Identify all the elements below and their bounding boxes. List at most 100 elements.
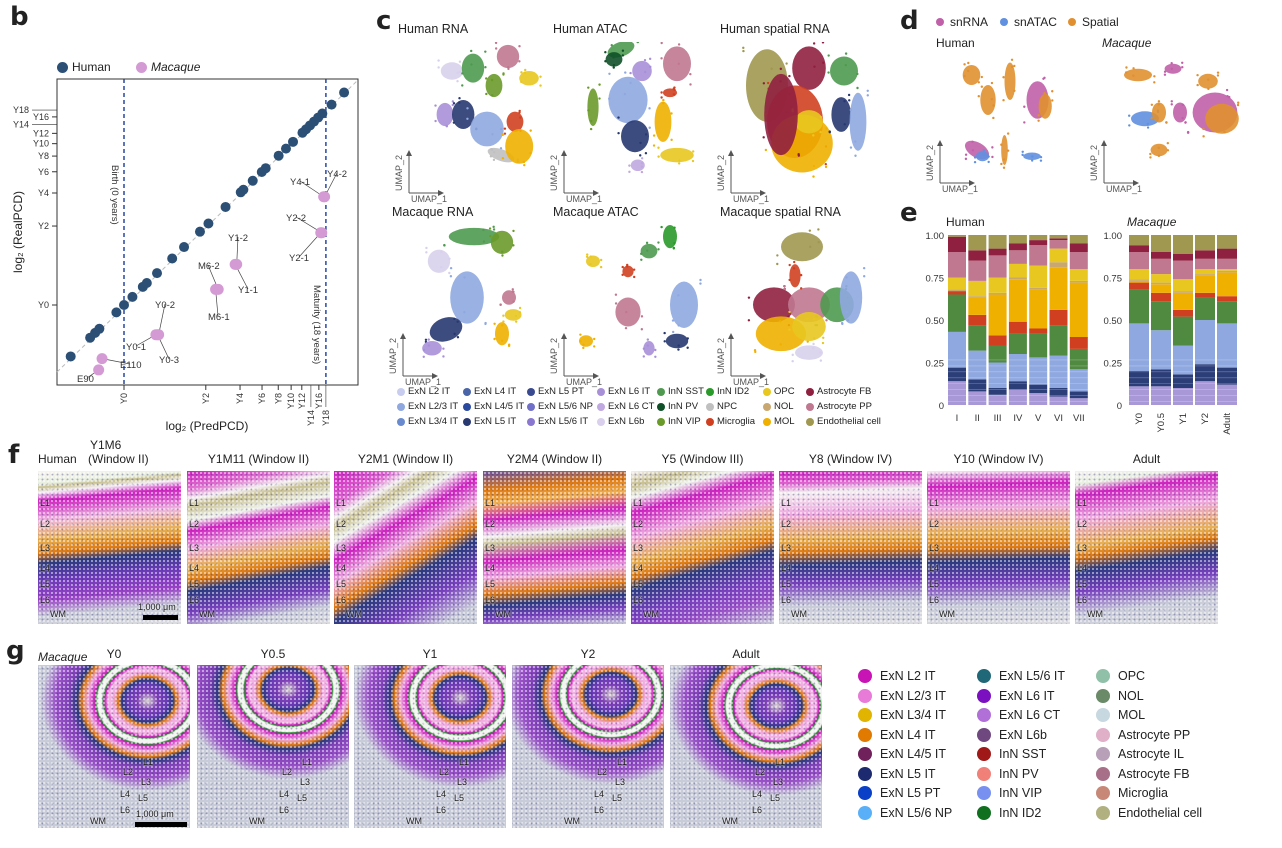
layer-label-wm: WM: [495, 609, 511, 619]
legend-item: ExN L5 IT: [858, 766, 936, 781]
cluster-point: [980, 75, 984, 79]
cluster: [494, 42, 521, 71]
cluster-point: [589, 127, 593, 131]
cluster-point: [843, 123, 846, 126]
cluster-point: [779, 343, 782, 346]
layer-label-l3: L3: [773, 777, 784, 787]
cluster-point: [971, 149, 975, 152]
human-point: [194, 226, 205, 237]
cluster-point: [671, 319, 675, 322]
bar-segment: [1129, 280, 1149, 283]
cluster-point: [822, 336, 825, 339]
cluster-point: [422, 355, 425, 359]
y-tick-label: 0.50: [1104, 316, 1123, 327]
panel-title: Y1M11 (Window II): [207, 452, 310, 466]
arrowhead: [561, 150, 567, 156]
cluster-point: [649, 65, 652, 69]
umap-x-label: UMAP_1: [733, 194, 770, 204]
cluster: [660, 42, 692, 86]
layer-label-wm: WM: [249, 816, 265, 826]
cluster-shape: [615, 297, 641, 327]
cluster: [519, 68, 542, 87]
layer-label-wm: WM: [90, 816, 106, 826]
layer-label-l2: L2: [336, 519, 347, 529]
cluster: [827, 52, 859, 90]
cell-texture: [187, 471, 330, 624]
y-tick-label: Y14: [13, 120, 29, 130]
cluster-point: [673, 86, 676, 89]
cell-texture: [631, 471, 774, 624]
bar-segment: [1008, 389, 1027, 405]
layer-label-l2: L2: [633, 519, 644, 529]
cluster-point: [813, 65, 816, 68]
layer-label-l2: L2: [40, 519, 51, 529]
cell-texture: [38, 665, 190, 828]
arrowhead: [760, 373, 766, 379]
cluster-point: [963, 63, 966, 66]
cluster-shape: [485, 73, 503, 98]
macaque-point: [93, 364, 105, 376]
cluster-point: [980, 85, 984, 88]
legend-marker: [1096, 805, 1110, 820]
cluster-point: [1127, 114, 1131, 117]
legend-marker: [977, 786, 991, 800]
cluster-point: [587, 109, 590, 112]
cluster-point: [442, 347, 445, 350]
cluster-point: [1031, 155, 1034, 158]
cluster-point: [1222, 111, 1226, 114]
spatial-map: L1 L2 L3 L4 L5 L6 WM: [927, 471, 1070, 624]
cluster-point: [425, 251, 428, 254]
cluster-point: [825, 127, 828, 130]
cluster: [499, 288, 516, 307]
legend-marker: [1096, 688, 1110, 703]
x-tick-label: Y6: [257, 393, 267, 404]
cluster-point: [632, 268, 636, 271]
cluster-shape: [504, 309, 522, 321]
bar-segment: [948, 294, 966, 332]
layer-label-l2: L2: [929, 519, 940, 529]
cluster-point: [1206, 78, 1210, 81]
cluster-point: [492, 158, 496, 162]
layer-label-l5: L5: [297, 793, 308, 803]
bar-chart-title: Macaque: [1127, 215, 1177, 229]
cluster-shape: [753, 287, 795, 323]
cluster-point: [657, 146, 660, 149]
cluster-point: [520, 80, 523, 84]
cluster-point: [812, 128, 815, 131]
bar-segment: [1069, 391, 1088, 399]
cluster-point: [819, 351, 822, 354]
legend-label: ExN L4/5 IT: [880, 747, 946, 761]
legend-label: ExN L6 IT: [608, 386, 651, 397]
cluster-point: [484, 50, 487, 53]
cluster-point: [593, 337, 596, 341]
cluster-point: [1166, 141, 1170, 145]
legend-marker: [527, 387, 535, 396]
cluster-point: [1150, 103, 1154, 107]
cluster-point: [449, 275, 453, 278]
y-tick-label: Y4: [38, 188, 49, 198]
arrowhead: [728, 333, 734, 339]
cluster-point: [762, 82, 766, 85]
cluster-point: [491, 94, 494, 97]
cluster-point: [841, 322, 844, 326]
cluster-point: [639, 141, 642, 145]
layer-label-l5: L5: [138, 793, 149, 803]
cluster-shape: [505, 129, 534, 164]
bar-segment: [1195, 274, 1215, 276]
cluster: [614, 293, 644, 331]
cluster-point: [452, 121, 456, 124]
macaque-point-label: Y2-1: [289, 253, 309, 264]
macaque-point-label: Y0-3: [159, 355, 179, 366]
bar-segment: [1173, 374, 1193, 388]
cluster-point: [491, 133, 494, 136]
legend-marker: [977, 688, 991, 703]
cluster-point: [424, 338, 428, 342]
cluster-point: [990, 81, 994, 85]
legend-item: OPC: [1096, 669, 1145, 683]
y-tick-label: 1.00: [1104, 231, 1123, 242]
cluster-point: [624, 326, 628, 330]
legend-marker: [706, 417, 714, 426]
cluster-point: [514, 314, 518, 318]
cluster-point: [788, 263, 791, 267]
